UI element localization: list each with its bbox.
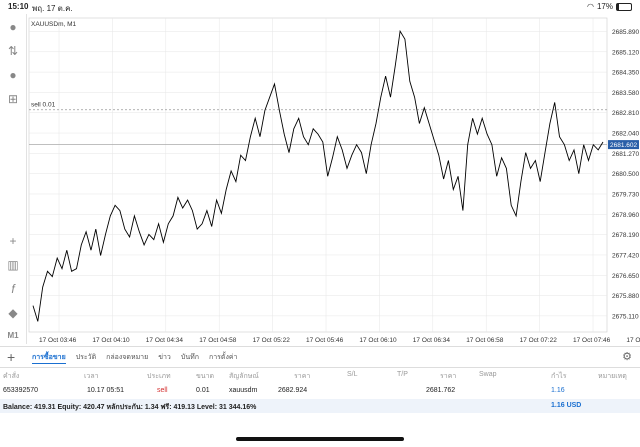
status-bar: 15:10 พฤ. 17 ต.ค. ◠ 17% [0, 0, 640, 14]
positions-table: คำสั่ง เวลา ประเภท ขนาด สัญลักษณ์ ราคา S… [0, 367, 640, 399]
layout-settings-icon[interactable]: ⚙ [622, 351, 632, 363]
home-indicator[interactable] [236, 437, 404, 441]
y-tick-label: 2683.580 [612, 90, 639, 97]
y-tick-label: 2682.040 [612, 131, 639, 138]
chat-icon[interactable]: ● [9, 68, 17, 82]
y-tick-label: 2676.650 [612, 273, 639, 280]
y-tick-label: 2680.500 [612, 171, 639, 178]
tab-trade[interactable]: การซื้อขาย [32, 352, 66, 364]
indicators-icon[interactable]: ▥ [7, 258, 19, 272]
x-tick-label: 17 Oct 07:46 [573, 337, 611, 344]
price-series-line [32, 29, 604, 322]
cell-symbol: xauusdm [229, 387, 258, 394]
header-volume: ขนาด [196, 373, 215, 380]
y-tick-label: 2678.960 [612, 212, 639, 219]
y-tick-label: 2685.890 [612, 29, 639, 36]
status-right: ◠ 17% [587, 2, 632, 11]
current-price-label: 2681.602 [610, 142, 637, 149]
crosshair-icon[interactable]: + [9, 234, 17, 248]
x-tick-label: 17 Oct 06:58 [466, 337, 504, 344]
y-tick-label: 2681.270 [612, 151, 639, 158]
chart-canvas[interactable]: 2685.890 2685.120 2684.350 2683.580 2682.810… [27, 14, 640, 344]
table-row[interactable]: 653392570 10.17 05:51 sell 0.01 xauusdm … [0, 383, 640, 399]
price-chart[interactable]: 2685.890 2685.120 2684.350 2683.580 2682.810… [27, 14, 640, 344]
total-profit: 1.16 USD [551, 402, 582, 409]
wifi-icon: ◠ [587, 2, 594, 11]
y-tick-label: 2675.880 [612, 293, 639, 300]
y-tick-label: 2684.350 [612, 70, 639, 77]
terminal-tabs: การซื้อขาย ประวัติ กล่องจดหมาย ข่าว บันท… [32, 352, 237, 364]
x-tick-label: 17 Oct 06:10 [359, 337, 397, 344]
x-tick-label: 17 Oct 04:34 [146, 337, 184, 344]
account-summary: Balance: 419.31 Equity: 420.47 หลักประกั… [0, 399, 640, 413]
header-order: คำสั่ง [3, 373, 20, 380]
cell-profit: 1.16 [551, 387, 565, 394]
tab-mailbox[interactable]: กล่องจดหมาย [106, 354, 149, 361]
header-time: เวลา [84, 373, 99, 380]
function-icon[interactable]: f [11, 282, 15, 296]
objects-icon[interactable]: ◆ [8, 306, 18, 320]
status-date: พฤ. 17 ต.ค. [32, 4, 73, 13]
y-tick-label: 2677.420 [612, 252, 639, 259]
balance-text: Balance: 419.31 Equity: 420.47 หลักประกั… [3, 404, 257, 411]
cell-volume: 0.01 [196, 387, 210, 394]
chart-toolbar: ● ⇅ ● ⊞ + ▥ f ◆ M1 [0, 14, 27, 344]
x-tick-label: 17 Oct 03:46 [39, 337, 77, 344]
symbol-label: XAUUSDm, M1 [31, 21, 77, 28]
header-comment: หมายเหตุ [598, 373, 627, 380]
tab-journal[interactable]: บันทึก [180, 354, 199, 361]
x-tick-label: 17 Oct 06:34 [413, 337, 451, 344]
add-icon[interactable]: + [7, 349, 16, 365]
plot-frame [28, 17, 608, 333]
y-tick-label: 2679.730 [612, 191, 639, 198]
timeframe-button[interactable]: M1 [7, 330, 19, 340]
header-type: ประเภท [147, 373, 171, 380]
header-current-price: ราคา [440, 373, 457, 380]
y-tick-label: 2685.120 [612, 49, 639, 56]
header-profit: กำไร [551, 373, 567, 380]
cell-time: 10.17 05:51 [87, 387, 124, 394]
y-tick-label: 2675.110 [612, 313, 639, 320]
x-tick-label: 17 Oct 07:22 [520, 337, 558, 344]
header-symbol: สัญลักษณ์ [229, 373, 259, 380]
y-tick-label: 2682.810 [612, 110, 639, 117]
battery-icon [616, 2, 632, 11]
cell-order: 653392570 [3, 387, 39, 394]
x-tick-label: 17 Oct 05:46 [306, 337, 344, 344]
table-header: คำสั่ง เวลา ประเภท ขนาด สัญลักษณ์ ราคา S… [0, 367, 640, 383]
battery-text: 17% [596, 2, 613, 11]
status-time: 15:10 [8, 2, 29, 11]
user-icon[interactable]: ● [9, 20, 17, 34]
tab-news[interactable]: ข่าว [158, 354, 171, 361]
current-price-tag [608, 140, 639, 150]
tab-history[interactable]: ประวัติ [75, 354, 97, 361]
header-swap: Swap [479, 371, 497, 378]
battery-fill [617, 3, 620, 10]
header-price: ราคา [294, 373, 311, 380]
trade-icon[interactable]: ⇅ [7, 44, 19, 58]
tab-settings[interactable]: การตั้งค่า [208, 354, 238, 361]
new-order-icon[interactable]: ⊞ [7, 92, 19, 106]
x-tick-label: 17 Oct 05:22 [253, 337, 291, 344]
cell-price: 2682.924 [278, 387, 308, 394]
header-tp: T/P [397, 371, 408, 378]
cell-current-price: 2681.762 [426, 387, 456, 394]
order-line-label: sell 0.01 [31, 102, 56, 109]
header-sl: S/L [347, 371, 358, 378]
terminal-tabs-bar: + การซื้อขาย ประวัติ กล่องจดหมาย ข่าว บั… [0, 346, 640, 368]
y-tick-label: 2678.190 [612, 232, 639, 239]
x-tick-label: 17 Oct 04:10 [92, 337, 130, 344]
x-tick-label: 17 Oct 04:58 [199, 337, 237, 344]
x-tick-label: 17 Oct 08: [626, 337, 640, 344]
cell-type: sell [157, 387, 168, 394]
